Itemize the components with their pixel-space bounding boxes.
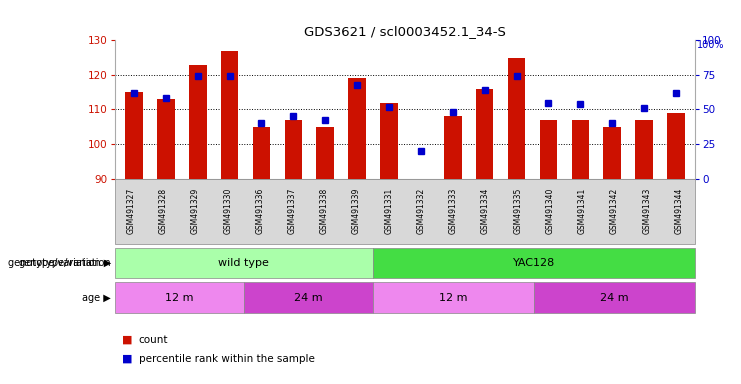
Text: GSM491334: GSM491334	[481, 188, 490, 234]
Text: GSM491336: GSM491336	[256, 188, 265, 234]
Text: YAC128: YAC128	[513, 258, 555, 268]
Text: ■: ■	[122, 354, 133, 364]
Text: GSM491329: GSM491329	[191, 188, 200, 234]
Text: GSM491328: GSM491328	[159, 188, 167, 234]
Text: 24 m: 24 m	[294, 293, 322, 303]
Bar	[539, 120, 557, 179]
Text: 24 m: 24 m	[600, 293, 629, 303]
Text: GSM491333: GSM491333	[449, 188, 458, 234]
Bar	[380, 103, 398, 179]
Bar	[667, 113, 685, 179]
Text: GSM491340: GSM491340	[545, 188, 554, 234]
Text: GSM491344: GSM491344	[674, 188, 683, 234]
Bar	[571, 120, 589, 179]
Text: count: count	[139, 335, 168, 345]
Text: GSM491330: GSM491330	[223, 188, 232, 234]
Bar	[476, 89, 494, 179]
Text: 12 m: 12 m	[165, 293, 193, 303]
Text: GSM491342: GSM491342	[610, 188, 619, 234]
Bar	[221, 51, 239, 179]
Bar	[285, 120, 302, 179]
Text: wild type: wild type	[219, 258, 269, 268]
Text: ■: ■	[122, 335, 133, 345]
Text: percentile rank within the sample: percentile rank within the sample	[139, 354, 314, 364]
Text: 12 m: 12 m	[439, 293, 468, 303]
Text: GSM491335: GSM491335	[514, 188, 522, 234]
Bar	[635, 120, 653, 179]
Bar	[253, 127, 270, 179]
Text: GSM491327: GSM491327	[127, 188, 136, 234]
Text: GSM491339: GSM491339	[352, 188, 361, 234]
Bar	[189, 65, 207, 179]
Bar	[508, 58, 525, 179]
Bar	[157, 99, 175, 179]
Text: age ▶: age ▶	[82, 293, 111, 303]
Bar	[444, 116, 462, 179]
Bar	[603, 127, 621, 179]
Bar	[348, 78, 366, 179]
Text: GSM491331: GSM491331	[385, 188, 393, 234]
Text: GSM491341: GSM491341	[578, 188, 587, 234]
Text: 100%: 100%	[697, 40, 725, 50]
Text: genotype/variation: genotype/variation	[19, 258, 111, 268]
Title: GDS3621 / scl0003452.1_34-S: GDS3621 / scl0003452.1_34-S	[304, 25, 506, 38]
Text: GSM491332: GSM491332	[416, 188, 425, 234]
Text: GSM491343: GSM491343	[642, 188, 651, 234]
Text: genotype/variation ▶: genotype/variation ▶	[8, 258, 111, 268]
Text: GSM491338: GSM491338	[320, 188, 329, 234]
Text: GSM491337: GSM491337	[288, 188, 296, 234]
Bar	[316, 127, 334, 179]
Bar	[125, 92, 143, 179]
